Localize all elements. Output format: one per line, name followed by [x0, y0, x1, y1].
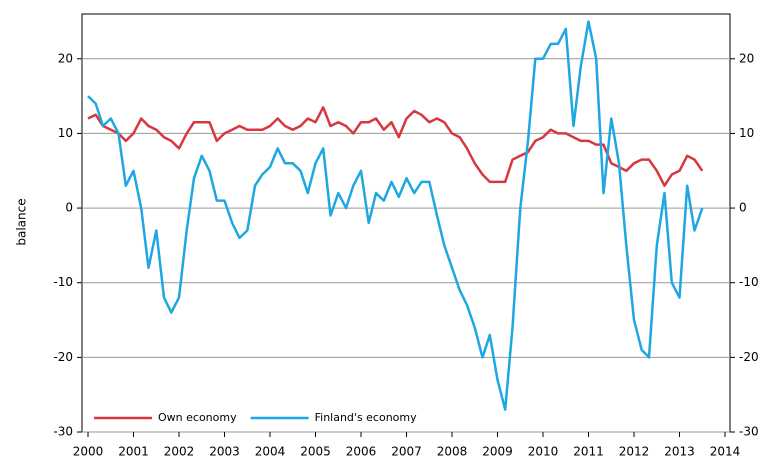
x-tick-label: 2002 [164, 445, 195, 459]
y2-tick-label: 0 [739, 201, 747, 215]
y-tick-label: 20 [58, 51, 73, 65]
y-tick-label: -30 [53, 425, 73, 439]
y-axis-label: balance [15, 198, 29, 245]
y-tick-label: 0 [65, 201, 73, 215]
x-tick-label: 2003 [209, 445, 240, 459]
y2-tick-label: -20 [739, 350, 759, 364]
legend-label: Finland's economy [315, 411, 418, 424]
y-tick-label: -20 [53, 350, 73, 364]
x-tick-label: 2013 [664, 445, 695, 459]
x-tick-label: 2006 [346, 445, 377, 459]
y2-tick-label: -10 [739, 275, 759, 289]
series-line [87, 20, 704, 411]
x-tick-label: 2010 [528, 445, 559, 459]
legend-label: Own economy [158, 411, 237, 424]
x-tick-label: 2000 [73, 445, 104, 459]
x-tick-label: 2005 [300, 445, 331, 459]
y2-tick-label: 10 [739, 126, 754, 140]
x-tick-label: 2004 [255, 445, 286, 459]
y2-tick-label: 20 [739, 51, 754, 65]
x-tick-label: 2007 [391, 445, 422, 459]
x-tick-label: 2009 [482, 445, 513, 459]
x-tick-label: 2011 [573, 445, 604, 459]
y-tick-label: -10 [53, 275, 73, 289]
x-tick-label: 2014 [710, 445, 741, 459]
x-tick-label: 2008 [437, 445, 468, 459]
y-tick-label: 10 [58, 126, 73, 140]
y2-tick-label: -30 [739, 425, 759, 439]
plot-frame [81, 13, 731, 433]
x-tick-label: 2012 [619, 445, 650, 459]
x-tick-label: 2001 [118, 445, 149, 459]
